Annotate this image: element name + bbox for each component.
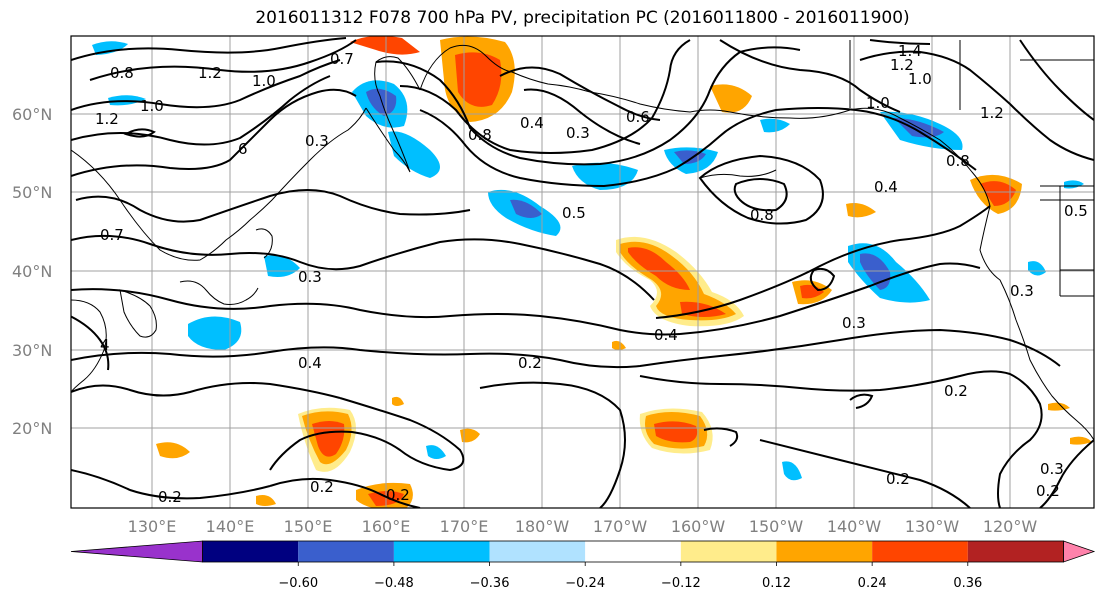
contour-label: 0.2 (386, 486, 410, 504)
contour-label: 0.4 (874, 178, 898, 196)
lon-label: 170°E (440, 517, 489, 536)
contour-label: 0.4 (654, 326, 678, 344)
contour-label: 0.7 (100, 226, 124, 244)
lat-label: 30°N (12, 341, 52, 360)
colorbar-segment (70, 540, 203, 563)
contour-label: 4 (100, 336, 110, 354)
colorbar-tick-label: −0.60 (278, 576, 318, 591)
contour-labels: 0.8 1.2 1.0 0.7 1.0 1.2 0.3 6 0.4 0.3 0.… (95, 42, 1088, 506)
contour-label: 1.0 (252, 72, 276, 90)
pv-contours (71, 37, 1094, 508)
map-panel (71, 36, 1094, 508)
map-frame (70, 35, 1095, 509)
colorbar-segment (872, 541, 968, 562)
lon-label: 160°W (671, 517, 726, 536)
lon-label: 130°E (128, 517, 177, 536)
colorbar-segment (298, 541, 394, 562)
contour-label: 0.3 (1010, 282, 1034, 300)
lon-label: 170°W (593, 517, 648, 536)
contour-label: 0.3 (1040, 460, 1064, 478)
contour-label: 0.2 (944, 382, 968, 400)
lon-label: 120°W (983, 517, 1038, 536)
contour-label: 0.8 (750, 206, 774, 224)
colorbar-tick-label: −0.36 (470, 576, 510, 591)
contour-label: 0.7 (330, 50, 354, 68)
lon-label: 140°E (206, 517, 255, 536)
colorbar-tick-label: −0.12 (661, 576, 701, 591)
lat-label: 40°N (12, 262, 52, 281)
colorbar-tick-label: −0.24 (565, 576, 605, 591)
precipitation-shading (92, 36, 1092, 508)
longitude-labels: 130°E 140°E 150°E 160°E 170°E 180°W 170°… (128, 517, 1038, 536)
contour-label: 1.2 (198, 64, 222, 82)
contour-label: 0.8 (110, 64, 134, 82)
contour-label: 0.2 (310, 478, 334, 496)
contour-label: 0.5 (562, 204, 586, 222)
colorbar-tick-label: 0.24 (858, 576, 887, 591)
colorbar-segment (489, 541, 586, 562)
colorbar-tick-label: −0.48 (374, 576, 414, 591)
contour-label: 0.3 (842, 314, 866, 332)
contour-label: 0.8 (468, 126, 492, 144)
colorbar-tick-label: 0.12 (762, 576, 791, 591)
colorbar-segment (776, 541, 873, 562)
contour-label: 0.3 (298, 268, 322, 286)
contour-label: 0.4 (298, 354, 322, 372)
contour-label: 0.4 (520, 114, 544, 132)
contour-label: 0.6 (626, 108, 650, 126)
lon-label: 160°E (362, 517, 411, 536)
contour-label: 0.3 (566, 124, 590, 142)
colorbar-segment (967, 541, 1064, 562)
colorbar-segment (393, 541, 490, 562)
contour-label: 1.2 (980, 104, 1004, 122)
contour-label: 6 (238, 140, 248, 158)
lon-label: 150°E (284, 517, 333, 536)
colorbar: −0.60 −0.48 −0.36 −0.24 −0.12 0.12 0.24 0.36 (70, 540, 1096, 591)
contour-label: 1.0 (866, 94, 890, 112)
latitude-labels: 60°N 50°N 40°N 30°N 20°N (12, 105, 52, 438)
contour-label: 1.0 (908, 70, 932, 88)
coastlines (71, 40, 1094, 441)
contour-label: 1.0 (140, 97, 164, 115)
lon-label: 150°W (749, 517, 804, 536)
colorbar-tick-label: 0.36 (953, 576, 982, 591)
colorbar-segment (1063, 540, 1096, 563)
contour-label: 1.2 (95, 110, 119, 128)
map-title: 2016011312 F078 700 hPa PV, precipitatio… (255, 8, 910, 28)
contour-label: 1.2 (890, 56, 914, 74)
contour-label: 0.8 (946, 152, 970, 170)
contour-label: 0.2 (1036, 482, 1060, 500)
lon-label: 130°W (905, 517, 960, 536)
colorbar-segment (202, 541, 299, 562)
contour-label: 0.5 (1064, 202, 1088, 220)
contour-label: 0.2 (886, 470, 910, 488)
contour-label: 0.2 (518, 354, 542, 372)
lat-label: 60°N (12, 105, 52, 124)
lon-label: 140°W (827, 517, 882, 536)
contour-label: 1.4 (898, 42, 922, 60)
contour-label: 0.2 (158, 488, 182, 506)
contour-label: 0.3 (305, 132, 329, 150)
colorbar-segment (585, 541, 681, 562)
lon-label: 180°W (515, 517, 570, 536)
lat-label: 20°N (12, 419, 52, 438)
lat-label: 50°N (12, 183, 52, 202)
colorbar-segment (680, 541, 777, 562)
